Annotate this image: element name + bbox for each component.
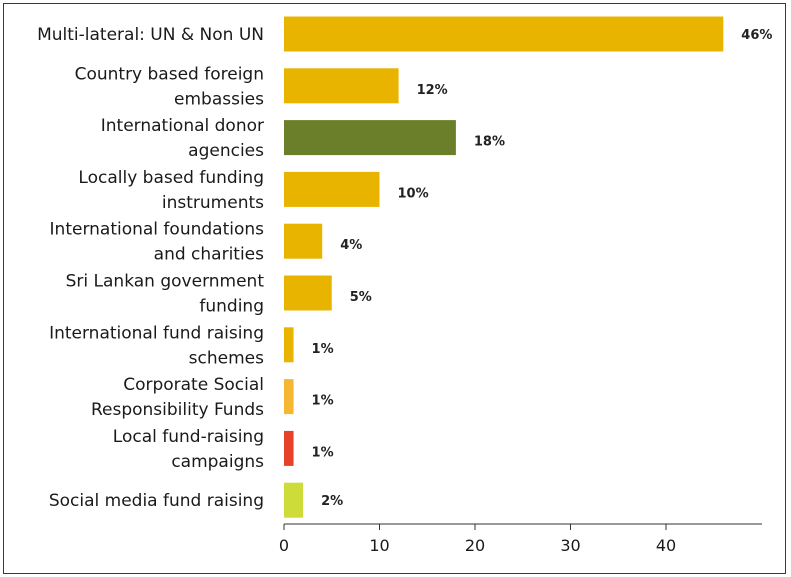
bar-corporate-social-responsibility-funds (284, 379, 294, 415)
value-labels: 46% 12% 18% 10% 4% 5% 1% 1% 1% 2% (312, 28, 773, 509)
bar-country-based-foreign-embassies (284, 68, 399, 104)
bar-international-donor-agencies (284, 120, 456, 156)
chart-frame: Multi-lateral: UN & Non UN Country based … (3, 3, 786, 574)
bar-international-foundations-and-charities (284, 223, 323, 259)
bars-layer (284, 16, 724, 518)
category-label-international-fund-raising-schemes: International fund raising schemes (49, 323, 264, 368)
value-label-local-fund-raising-campaigns: 1% (312, 445, 334, 460)
category-labels: Multi-lateral: UN & Non UN Country based … (37, 25, 264, 511)
category-label-multi-lateral-un-non-un: Multi-lateral: UN & Non UN (37, 25, 264, 45)
value-label-social-media-fund-raising: 2% (321, 494, 343, 509)
value-label-multi-lateral-un-non-un: 46% (741, 28, 772, 43)
x-tick-label-20: 20 (465, 536, 485, 555)
x-axis-ticks: 0 10 20 30 40 (279, 524, 676, 555)
bar-local-fund-raising-campaigns (284, 430, 294, 466)
category-label-international-foundations-and-charities: International foundations and charities (50, 220, 265, 265)
x-tick-label-30: 30 (560, 536, 580, 555)
value-label-international-donor-agencies: 18% (474, 135, 505, 150)
x-tick-label-40: 40 (656, 536, 676, 555)
bar-locally-based-funding-instruments (284, 171, 380, 207)
value-label-international-fund-raising-schemes: 1% (312, 342, 334, 357)
category-label-sri-lankan-government-funding: Sri Lankan government funding (66, 272, 265, 317)
bar-social-media-fund-raising (284, 482, 304, 518)
bar-chart: Multi-lateral: UN & Non UN Country based … (37, 16, 773, 555)
category-label-locally-based-funding-instruments: Locally based funding instruments (78, 168, 264, 213)
bar-multi-lateral-un-non-un (284, 16, 724, 52)
category-label-local-fund-raising-campaigns: Local fund-raising campaigns (113, 427, 264, 472)
category-label-country-based-foreign-embassies: Country based foreign embassies (75, 64, 265, 109)
x-tick-label-0: 0 (279, 536, 289, 555)
value-label-corporate-social-responsibility-funds: 1% (312, 394, 334, 409)
value-label-sri-lankan-government-funding: 5% (350, 290, 372, 305)
value-label-international-foundations-and-charities: 4% (340, 238, 362, 253)
value-label-country-based-foreign-embassies: 12% (417, 83, 448, 98)
x-tick-label-10: 10 (369, 536, 389, 555)
category-label-corporate-social-responsibility-funds: Corporate Social Responsibility Funds (91, 375, 264, 420)
category-label-social-media-fund-raising: Social media fund raising (49, 491, 264, 511)
bar-sri-lankan-government-funding (284, 275, 332, 311)
category-label-international-donor-agencies: International donor agencies (101, 116, 264, 161)
value-label-locally-based-funding-instruments: 10% (398, 186, 429, 201)
bar-international-fund-raising-schemes (284, 327, 294, 363)
